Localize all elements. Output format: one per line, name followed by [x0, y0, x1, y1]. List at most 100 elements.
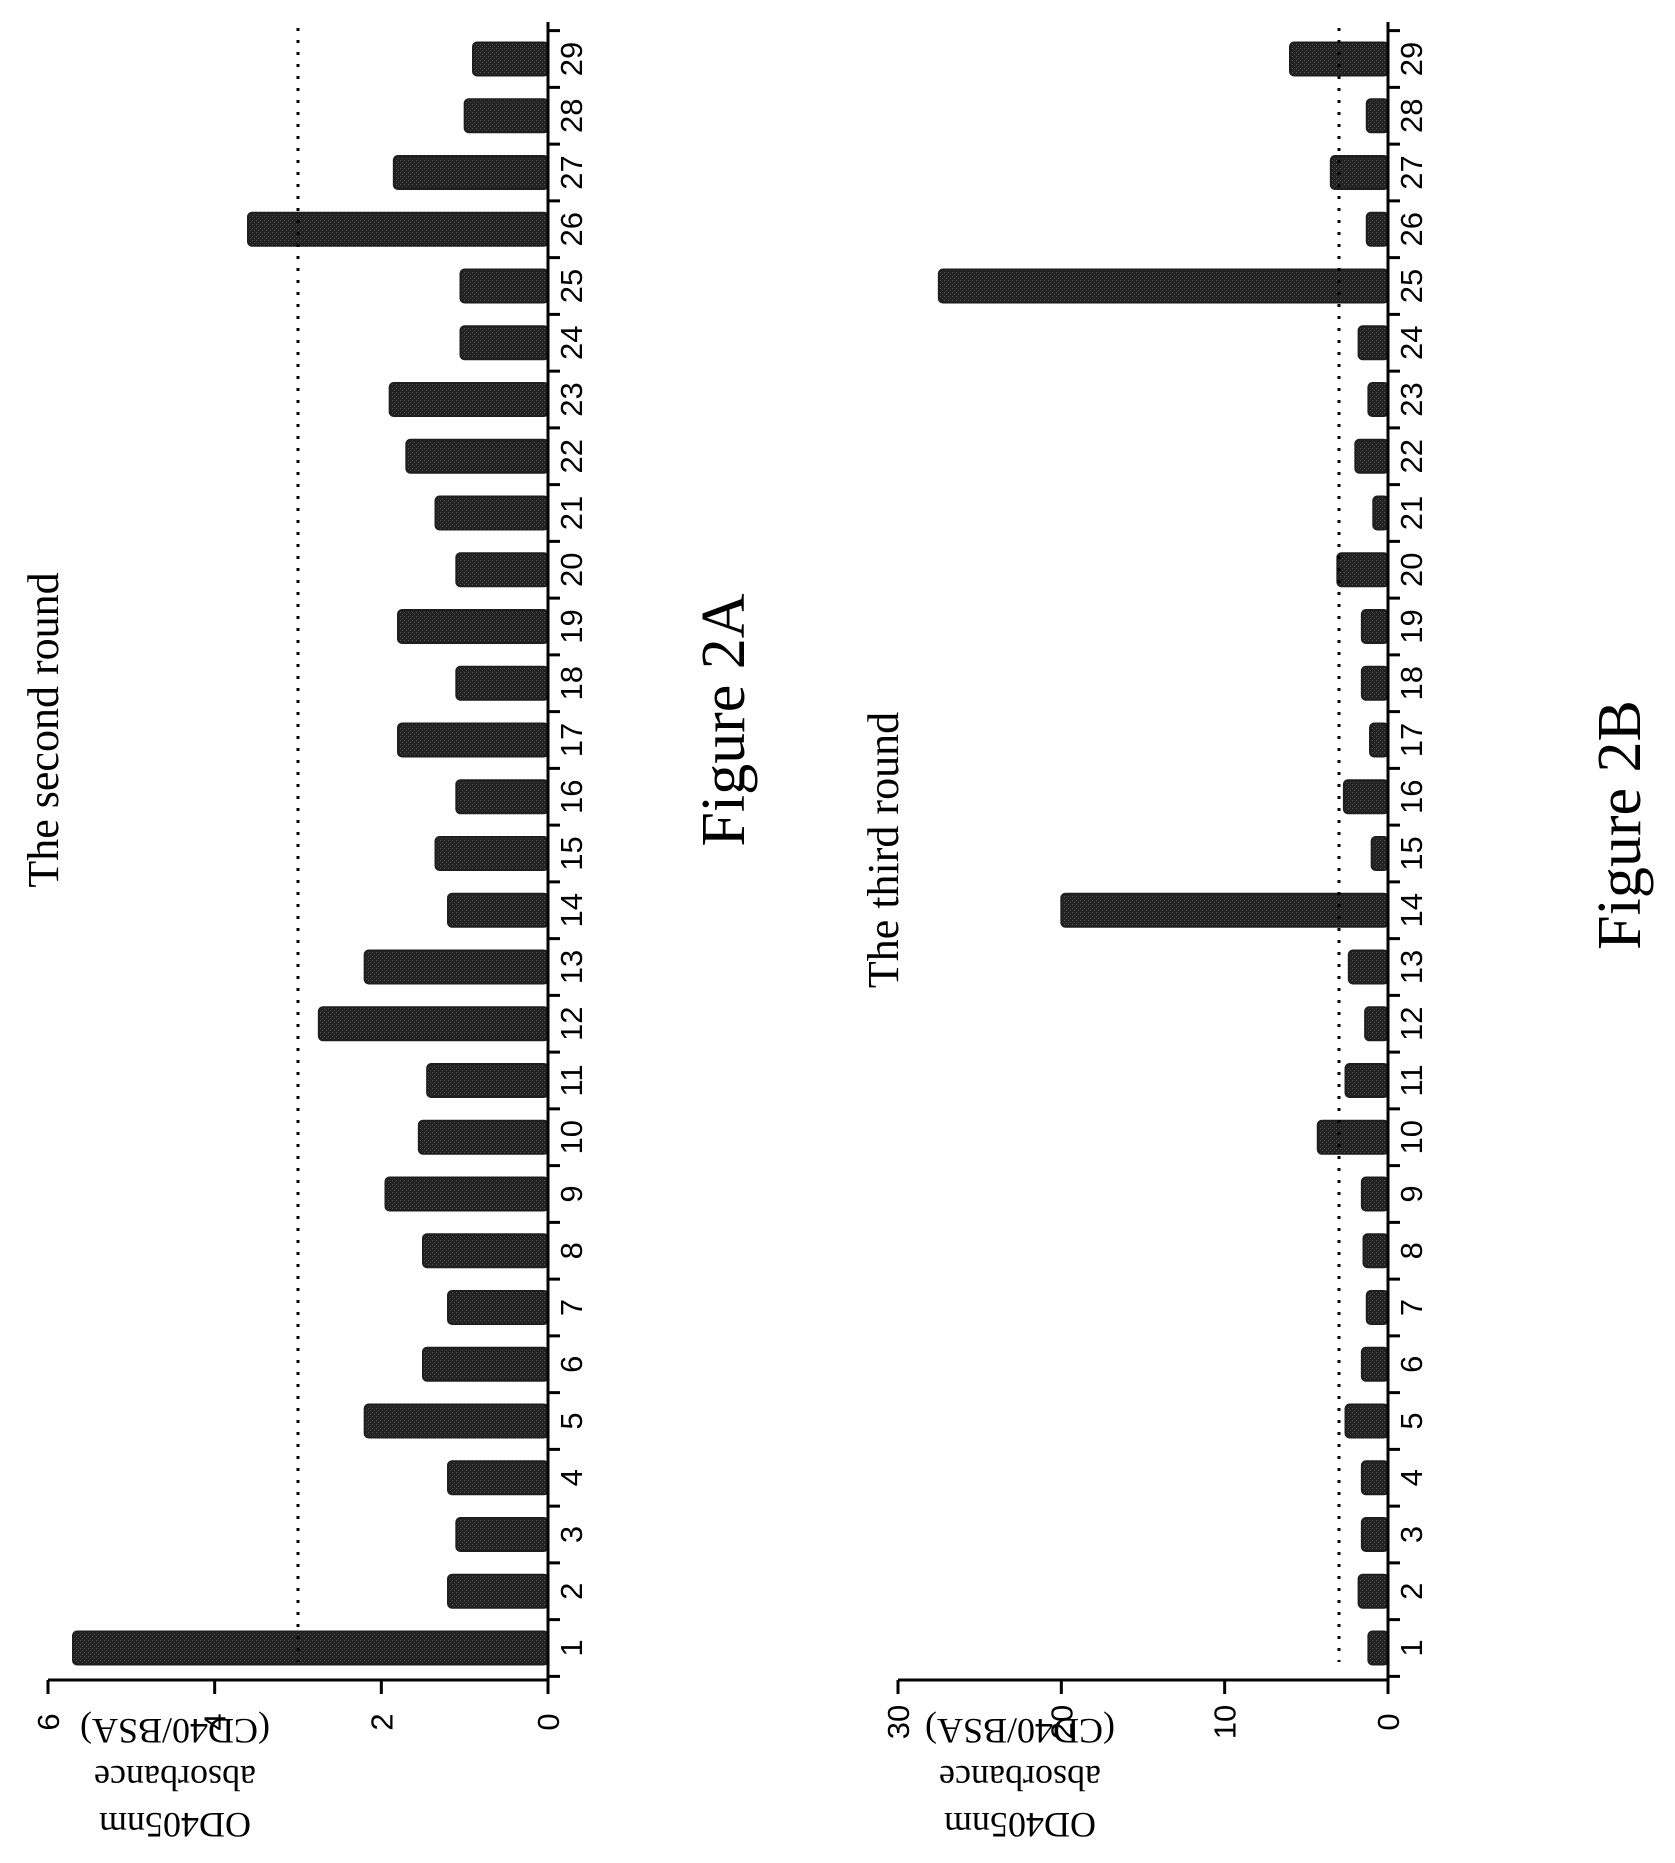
- bar-19: [1360, 609, 1390, 644]
- category-tick-label: 4: [1394, 1469, 1429, 1486]
- category-tick-label: 25: [1394, 269, 1429, 303]
- bar-16: [455, 779, 550, 815]
- value-axis-title-line-2: absorbance: [939, 1758, 1101, 1798]
- category-tick-label: 13: [554, 950, 589, 984]
- bar-8: [1362, 1233, 1389, 1269]
- bar-14: [447, 892, 549, 928]
- bar-28: [463, 98, 549, 134]
- category-tick-label: 29: [554, 42, 589, 76]
- bar-3: [1360, 1517, 1390, 1552]
- category-tick-label: 15: [1394, 836, 1429, 870]
- bar-20: [1336, 552, 1390, 588]
- bar-6: [422, 1346, 549, 1382]
- category-tick-label: 3: [1394, 1526, 1429, 1543]
- bar-3: [455, 1517, 550, 1552]
- category-tick-label: 12: [1394, 1007, 1429, 1041]
- bar-11: [426, 1063, 549, 1098]
- bar-22: [1354, 438, 1390, 474]
- category-tick-label: 26: [554, 212, 589, 246]
- bar-7: [1365, 1290, 1390, 1325]
- category-tick-label: 21: [554, 496, 589, 530]
- category-tick-label: 16: [1394, 780, 1429, 814]
- category-tick-label: 16: [554, 780, 589, 814]
- value-tick-label: 4: [198, 1713, 233, 1730]
- category-tick-label: 5: [1394, 1412, 1429, 1429]
- value-tick-label: 0: [1371, 1713, 1406, 1730]
- bar-10: [417, 1119, 550, 1155]
- bar-11: [1344, 1063, 1389, 1098]
- category-tick-label: 17: [1394, 723, 1429, 757]
- bar-17: [397, 722, 549, 758]
- bar-21: [1372, 495, 1390, 531]
- bar-4: [1360, 1460, 1390, 1496]
- bar-25: [459, 268, 549, 304]
- bar-14: [1060, 892, 1390, 928]
- bar-6: [1360, 1346, 1390, 1382]
- category-axis-second-round: 1234567891011121314151617181920212223242…: [546, 22, 589, 1680]
- category-tick-label: 9: [554, 1185, 589, 1202]
- bar-1: [1367, 1630, 1390, 1666]
- bar-22: [405, 438, 550, 474]
- value-tick-label: 2: [364, 1713, 399, 1730]
- bar-24: [1357, 325, 1389, 361]
- category-tick-label: 2: [1394, 1583, 1429, 1600]
- category-tick-label: 19: [554, 609, 589, 643]
- category-tick-label: 11: [1394, 1064, 1429, 1096]
- bar-29: [472, 41, 549, 77]
- category-tick-label: 14: [554, 893, 589, 927]
- category-tick-label: 1: [1394, 1639, 1429, 1656]
- category-tick-label: 3: [554, 1526, 589, 1543]
- category-tick-label: 29: [1394, 42, 1429, 76]
- bar-5: [363, 1403, 549, 1439]
- category-tick-label: 1: [554, 1639, 589, 1656]
- bar-13: [363, 949, 549, 985]
- bar-20: [455, 552, 550, 588]
- category-tick-label: 6: [1394, 1356, 1429, 1373]
- category-tick-label: 24: [1394, 326, 1429, 360]
- bar-2: [447, 1573, 549, 1609]
- category-tick-label: 22: [1394, 439, 1429, 473]
- bar-10: [1316, 1119, 1390, 1155]
- category-tick-label: 14: [1394, 893, 1429, 927]
- category-tick-label: 4: [554, 1469, 589, 1486]
- category-tick-label: 7: [554, 1299, 589, 1316]
- category-tick-label: 13: [1394, 950, 1429, 984]
- category-tick-label: 2: [554, 1583, 589, 1600]
- bar-18: [455, 665, 550, 701]
- category-tick-label: 18: [554, 666, 589, 700]
- value-tick-label: 6: [31, 1713, 66, 1730]
- category-tick-label: 12: [554, 1007, 589, 1041]
- bars-second-round: [72, 41, 550, 1666]
- bar-26: [1365, 211, 1390, 247]
- value-axis-title-line-2: absorbance: [94, 1758, 256, 1798]
- value-axis-title-line-1: OD405nm: [944, 1805, 1096, 1845]
- bar-12: [317, 1006, 550, 1042]
- category-tick-label: 28: [1394, 99, 1429, 133]
- category-tick-label: 11: [554, 1064, 589, 1096]
- bar-26: [247, 211, 549, 247]
- bar-15: [434, 836, 549, 871]
- category-tick-label: 23: [1394, 382, 1429, 416]
- category-tick-label: 24: [554, 326, 589, 360]
- bar-16: [1342, 779, 1390, 815]
- bar-2: [1357, 1573, 1389, 1609]
- category-tick-label: 18: [1394, 666, 1429, 700]
- bar-24: [459, 325, 549, 361]
- category-tick-label: 28: [554, 99, 589, 133]
- value-axis-title-line-3: (CD40/BSA): [80, 1711, 270, 1751]
- bar-28: [1365, 98, 1390, 134]
- bar-23: [1367, 382, 1390, 417]
- value-axis-third-round: 0 10 20 30: [881, 1678, 1406, 1739]
- bar-15: [1370, 836, 1389, 871]
- category-tick-label: 27: [1394, 155, 1429, 189]
- category-tick-label: 15: [554, 836, 589, 870]
- chart-title-second-round: The second round: [19, 572, 68, 887]
- value-tick-label: 20: [1044, 1705, 1079, 1739]
- category-tick-label: 8: [554, 1242, 589, 1259]
- bar-1: [72, 1630, 549, 1666]
- bar-23: [388, 382, 549, 417]
- category-tick-label: 10: [1394, 1120, 1429, 1154]
- bar-29: [1289, 41, 1389, 77]
